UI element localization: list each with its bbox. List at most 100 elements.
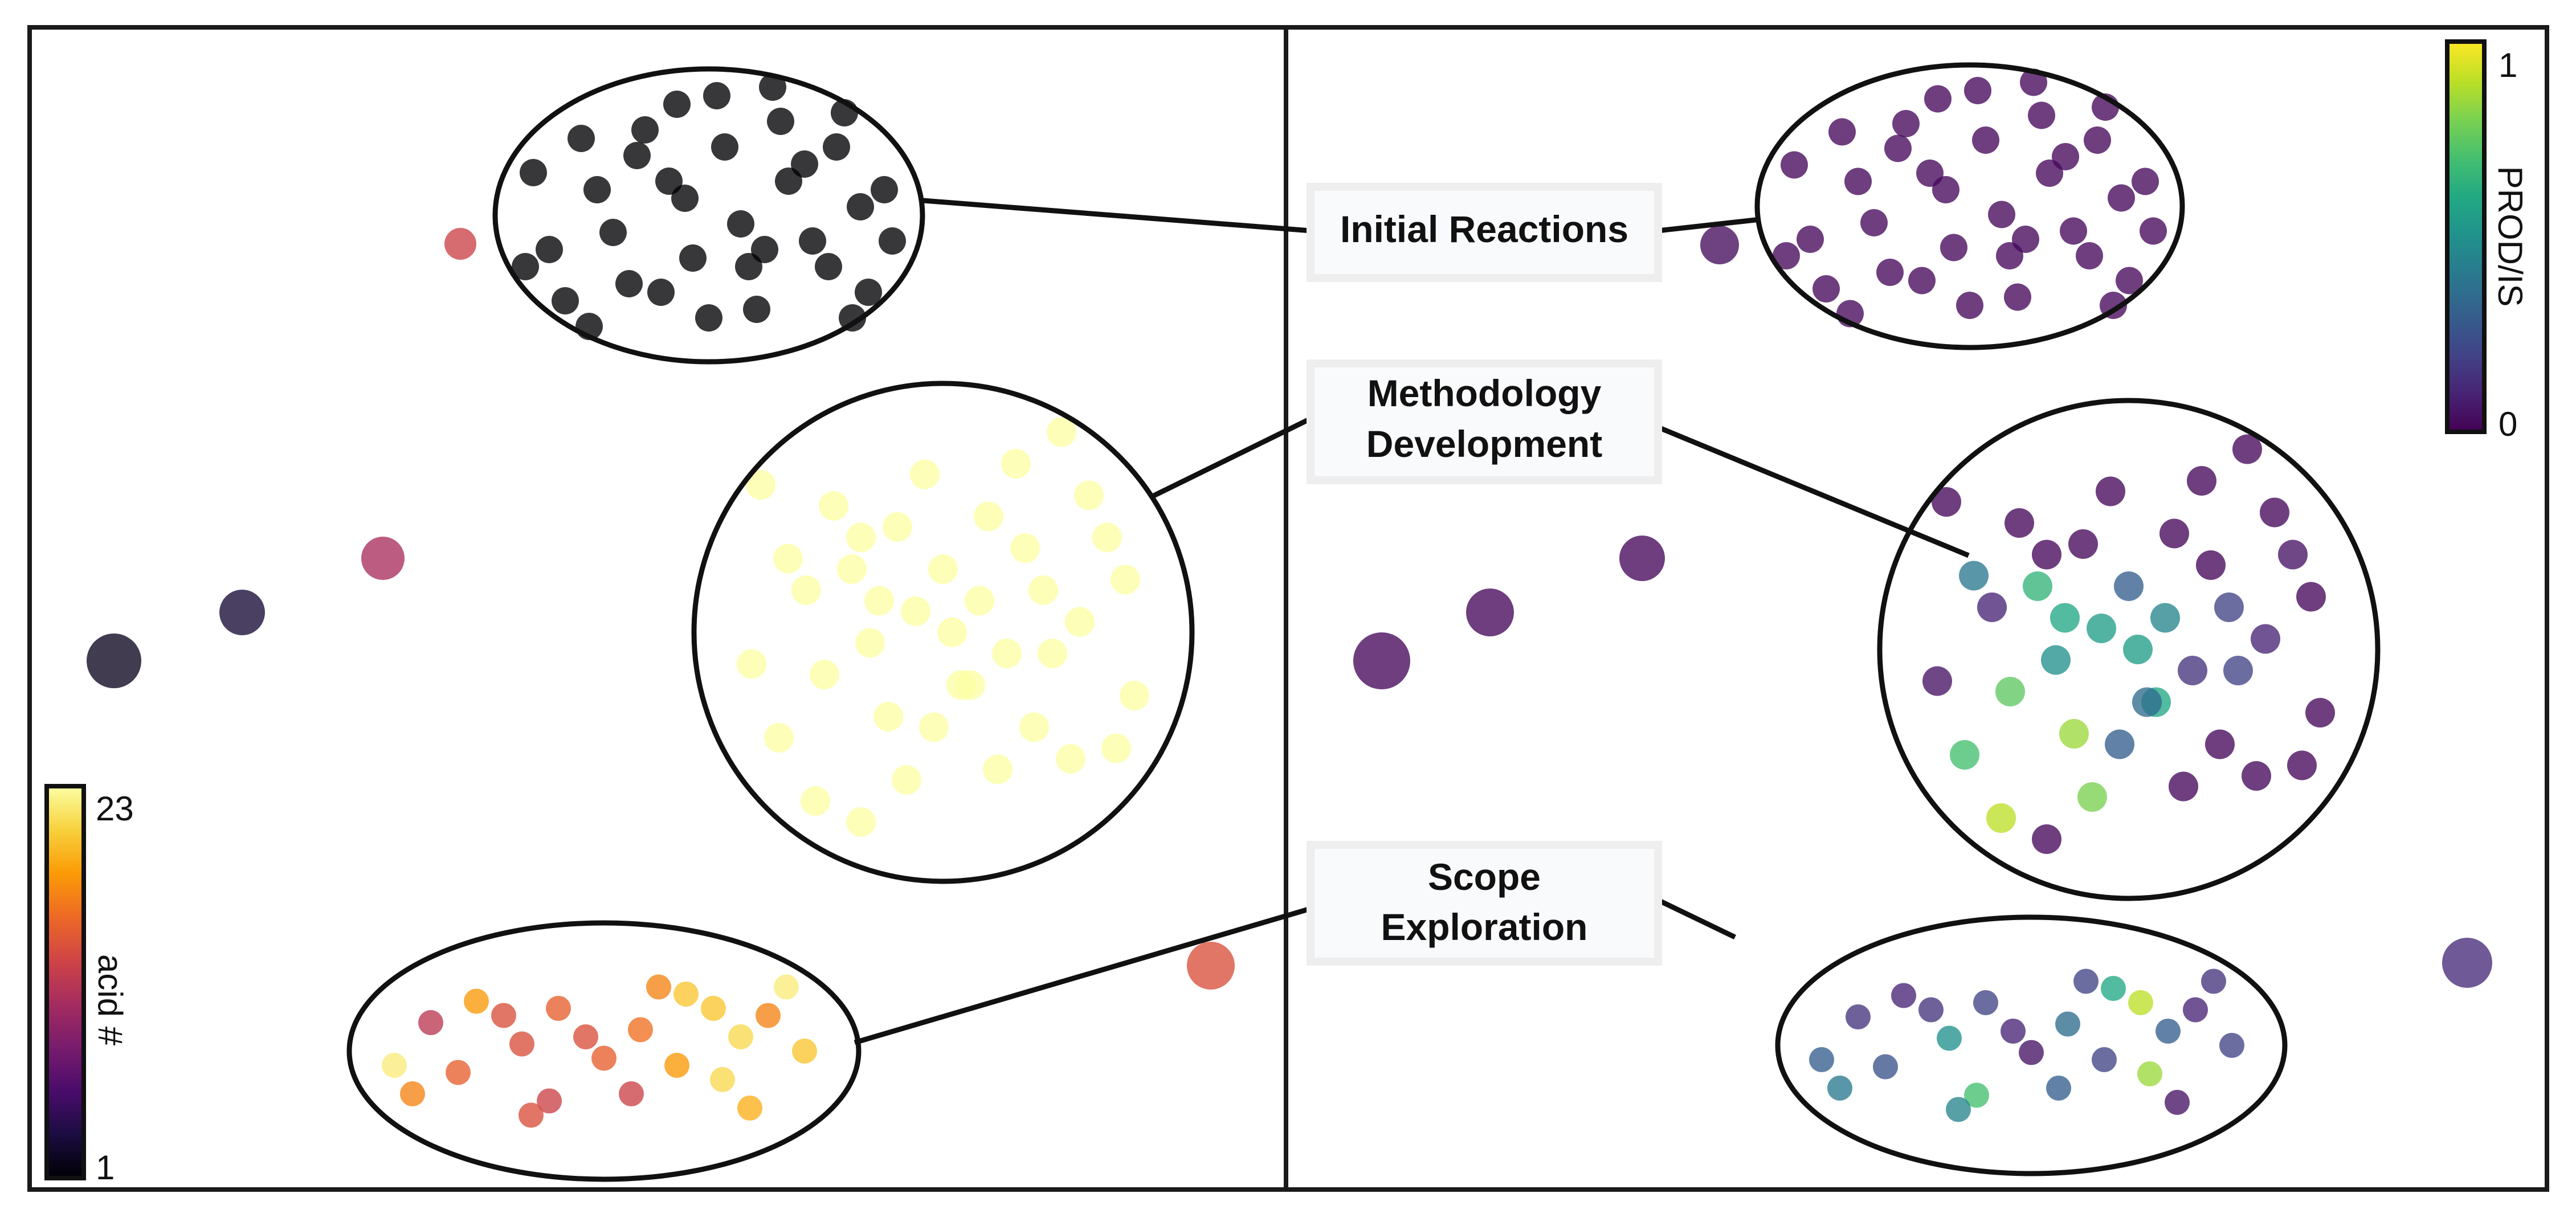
right-methodology-development-point — [2087, 614, 2116, 643]
left-methodology-development-point — [1010, 533, 1040, 563]
left-scope-exploration-point — [701, 996, 726, 1021]
right-scope-exploration-point — [2183, 997, 2208, 1023]
right-initial-reactions-point — [2076, 242, 2103, 269]
right-initial-reactions-point — [2132, 167, 2159, 195]
left-zoom-scope — [346, 920, 862, 1182]
right-scope-exploration-point — [2165, 1090, 2190, 1115]
right-initial-reactions-point — [1844, 167, 1872, 195]
left-methodology-development-point — [1074, 480, 1104, 510]
right-scope-exploration-point — [1873, 1054, 1898, 1080]
right-initial-reactions-point — [1940, 234, 1967, 261]
right-colorbar-min-label: 0 — [2499, 405, 2517, 443]
left-methodology-development-point — [1028, 575, 1058, 605]
left-initial-reactions-point — [759, 73, 786, 101]
right-colorbar-max-label: 1 — [2499, 46, 2517, 84]
left-scope-exploration-point — [573, 1024, 598, 1049]
right-initial-reactions-point — [1956, 292, 1983, 319]
right-scope-exploration-point — [1918, 997, 1944, 1023]
left-methodology-development-point — [864, 586, 894, 616]
left-methodology-development-point — [1120, 681, 1149, 710]
left-scope-exploration-point — [464, 988, 489, 1014]
left-methodology-development-point — [873, 702, 903, 731]
left-methodology-development-point — [983, 754, 1013, 784]
annotation-scope: Scope Exploration — [1307, 841, 1662, 966]
right-scope-exploration-point — [1809, 1047, 1834, 1072]
right-methodology-development-point — [1995, 677, 2025, 706]
right-methodology-development-point — [1950, 740, 1979, 770]
annotation-scope-line2: Exploration — [1381, 906, 1587, 948]
right-methodology-development-point — [2205, 729, 2235, 759]
right-scope-exploration-point — [2101, 976, 2126, 1001]
left-methodology-development-point — [1111, 565, 1140, 595]
left-outlier-2-point — [361, 537, 405, 580]
left-initial-reactions-point — [599, 219, 627, 246]
left-zoom-initial-reactions — [492, 66, 925, 365]
right-initial-reactions-point — [1828, 118, 1856, 146]
left-scope-exploration-point — [418, 1010, 443, 1035]
right-methodology-development-point — [2132, 687, 2162, 717]
right-methodology-development-point — [1977, 592, 2007, 622]
left-scope-exploration-point — [774, 974, 799, 1000]
right-initial-reactions-point — [1924, 85, 1952, 113]
right-initial-reactions-point — [2108, 184, 2135, 212]
left-methodology-development-point — [1019, 712, 1049, 742]
left-scope-exploration-point — [519, 1102, 544, 1128]
left-scope-exploration-point — [664, 1053, 689, 1078]
right-scope-exploration-point — [2092, 1047, 2117, 1072]
right-methodology-development-point — [2032, 540, 2061, 570]
left-scatter — [87, 73, 1235, 1128]
left-panel-frame — [27, 25, 1288, 1192]
right-initial-reactions-point — [1773, 242, 1800, 269]
right-methodology-development-point — [2096, 476, 2125, 506]
left-methodology-development-point — [791, 575, 821, 605]
left-colorbar — [44, 784, 86, 1180]
left-methodology-development-point — [965, 586, 994, 616]
left-scope-exploration-point — [646, 974, 671, 1000]
left-initial-reactions-point — [775, 167, 802, 195]
left-initial-reactions-point — [671, 185, 699, 212]
left-scope-exploration-point — [628, 1017, 653, 1043]
right-methodology-development-point — [2196, 550, 2226, 580]
left-initial-reactions-point — [879, 227, 906, 255]
right-methodology-development-point — [2305, 698, 2335, 728]
left-methodology-development-point — [1092, 522, 1122, 553]
right-outlier-4-point — [1353, 632, 1410, 689]
right-colorbar — [2445, 39, 2487, 434]
right-methodology-development-point — [2232, 434, 2262, 464]
right-methodology-development-point — [2260, 497, 2289, 528]
right-initial-reactions-point — [1972, 126, 1999, 154]
left-methodology-development-point — [919, 712, 949, 742]
right-scope-exploration-point — [2201, 968, 2226, 994]
right-methodology-development-point — [2105, 729, 2134, 759]
right-scope-exploration-point — [1937, 1025, 1962, 1051]
left-scope-exploration-point — [728, 1024, 753, 1049]
right-scope-exploration-point — [2046, 1076, 2071, 1101]
right-initial-reactions-point — [1876, 259, 1904, 286]
right-zoom-scope — [1775, 914, 2288, 1176]
left-scope-exploration-point — [673, 982, 699, 1007]
right-panel-frame — [1284, 25, 2549, 1192]
annotation-methodology: Methodology Development — [1307, 359, 1662, 484]
left-scope-exploration-point — [509, 1031, 534, 1057]
left-methodology-development-point — [846, 807, 876, 837]
left-initial-reactions-point — [823, 133, 850, 161]
right-initial-reactions-point — [1797, 226, 1824, 253]
left-initial-reactions-point — [791, 150, 818, 178]
left-initial-reactions-point — [615, 270, 643, 297]
right-methodology-development-point — [2214, 592, 2244, 622]
left-scope-exploration-point — [591, 1045, 617, 1071]
connector-initial-right — [1658, 216, 1761, 234]
left-methodology-development-point — [1056, 744, 1085, 774]
left-scope-exploration-point — [400, 1081, 425, 1106]
left-initial-reactions-point — [799, 227, 826, 255]
right-initial-reactions-point — [1908, 267, 1936, 295]
right-methodology-development-point — [2296, 582, 2326, 612]
right-initial-reactions-point — [1916, 160, 1944, 187]
right-initial-reactions-point — [2060, 217, 2087, 245]
right-zoom-methodology — [1877, 398, 2381, 901]
right-colorbar-title: PROD/IS — [2491, 166, 2529, 307]
left-initial-reactions-point — [855, 279, 882, 306]
left-methodology-development-point — [855, 628, 885, 658]
left-methodology-development-point — [746, 470, 775, 500]
left-colorbar-min-label: 1 — [96, 1149, 115, 1187]
